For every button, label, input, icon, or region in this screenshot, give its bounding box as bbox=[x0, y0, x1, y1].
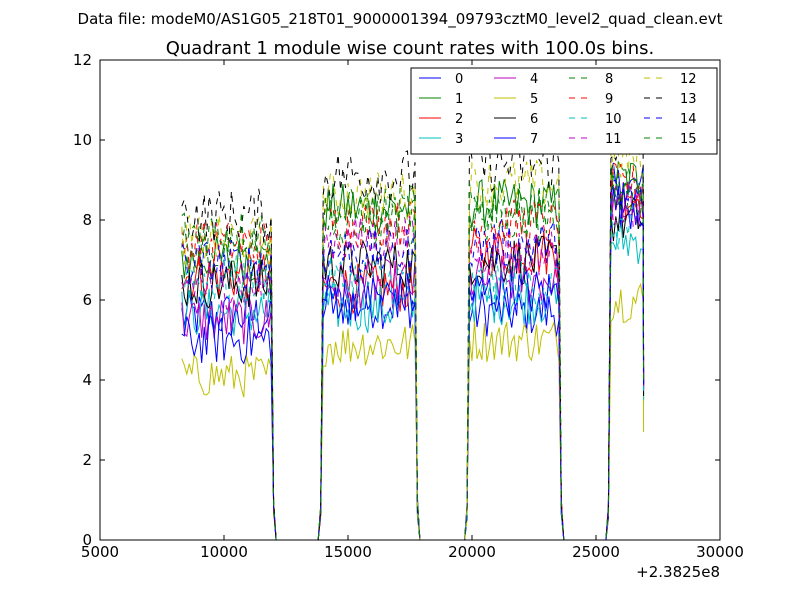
x-tick-label: 5000 bbox=[81, 543, 119, 561]
y-tick-label: 4 bbox=[82, 371, 92, 389]
figure-suptitle: Data file: modeM0/AS1G05_218T01_90000013… bbox=[78, 10, 723, 29]
x-tick-label: 30000 bbox=[696, 543, 744, 561]
series-line-6 bbox=[181, 196, 645, 540]
series-line-10 bbox=[181, 201, 645, 540]
series-line-5 bbox=[181, 282, 645, 540]
x-axis: 5000 10000 15000 20000 25000 30000 bbox=[81, 60, 744, 561]
legend-label: 12 bbox=[680, 72, 697, 87]
series-line-12 bbox=[181, 136, 645, 540]
series-line-1 bbox=[181, 160, 645, 540]
series-layer bbox=[181, 120, 645, 540]
y-tick-label: 12 bbox=[73, 51, 92, 69]
legend-label: 6 bbox=[530, 112, 538, 127]
x-tick-label: 10000 bbox=[200, 543, 248, 561]
legend-label: 7 bbox=[530, 132, 538, 147]
y-tick-label: 8 bbox=[82, 211, 92, 229]
x-tick-label: 25000 bbox=[572, 543, 620, 561]
legend-label: 11 bbox=[605, 132, 622, 147]
series-line-7 bbox=[181, 182, 645, 540]
legend-label: 4 bbox=[530, 72, 538, 87]
legend-label: 9 bbox=[605, 92, 613, 107]
legend-label: 2 bbox=[455, 112, 463, 127]
series-line-14 bbox=[181, 179, 645, 540]
x-tick-label: 20000 bbox=[448, 543, 496, 561]
series-line-4 bbox=[181, 185, 645, 540]
y-tick-label: 2 bbox=[82, 451, 92, 469]
legend-label: 14 bbox=[680, 112, 697, 127]
y-tick-label: 6 bbox=[82, 291, 92, 309]
y-tick-label: 0 bbox=[82, 531, 92, 549]
legend-label: 1 bbox=[455, 92, 463, 107]
legend-label: 10 bbox=[605, 112, 622, 127]
series-line-13 bbox=[181, 120, 645, 540]
series-line-15 bbox=[181, 166, 645, 540]
legend-label: 5 bbox=[530, 92, 538, 107]
series-line-8 bbox=[181, 170, 645, 540]
legend-label: 0 bbox=[455, 72, 463, 87]
x-tick-label: 15000 bbox=[324, 543, 372, 561]
series-line-0 bbox=[181, 162, 645, 540]
y-tick-label: 10 bbox=[73, 131, 92, 149]
legend-label: 13 bbox=[680, 92, 697, 107]
legend-label: 15 bbox=[680, 132, 697, 147]
legend-label: 3 bbox=[455, 132, 463, 147]
x-offset-label: +2.3825e8 bbox=[636, 563, 720, 581]
chart-title: Quadrant 1 module wise count rates with … bbox=[166, 38, 655, 59]
legend-frame bbox=[410, 67, 718, 155]
legend-label: 8 bbox=[605, 72, 613, 87]
series-line-9 bbox=[181, 162, 645, 540]
